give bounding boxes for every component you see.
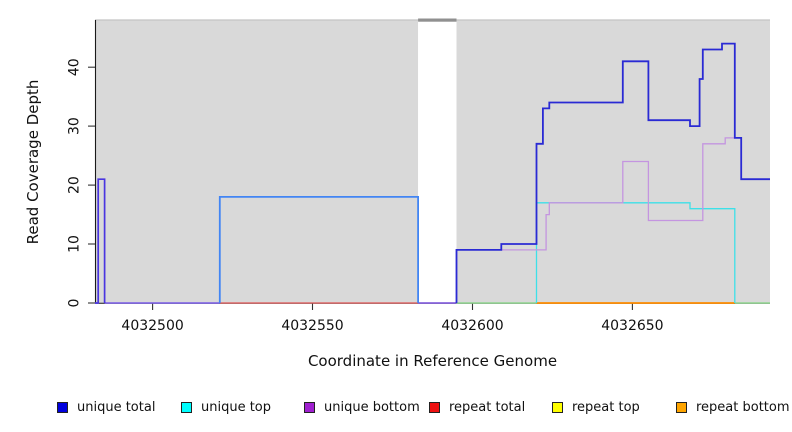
legend-item-repeat-bottom: repeat bottom [676, 398, 790, 416]
x-tick-label: 4032500 [121, 318, 183, 334]
x-axis-title: Coordinate in Reference Genome [307, 352, 558, 370]
legend-label: repeat bottom [696, 399, 790, 415]
plot-background-right [456, 20, 770, 303]
x-tick-label: 4032550 [281, 318, 343, 334]
unique-total-plateau [218, 196, 419, 303]
unique-total-spike [95, 178, 106, 304]
legend-item-unique-bottom: unique bottom [304, 398, 420, 416]
y-tick-label: 20 [66, 176, 82, 194]
legend-swatch-repeat-total [429, 401, 440, 413]
unique-total-right [455, 42, 770, 303]
legend-label: repeat top [572, 399, 640, 415]
y-tick-label: 30 [67, 117, 83, 135]
legend-item-unique-top: unique top [181, 398, 271, 416]
unique-bottom-line [455, 137, 770, 303]
gap-top-cap [418, 18, 457, 22]
y-tick-label: 0 [67, 299, 83, 308]
legend-swatch-unique-total [57, 401, 68, 413]
legend-item-repeat-top: repeat top [552, 398, 640, 416]
legend-label: unique total [77, 399, 156, 415]
x-tick-label: 4032600 [441, 318, 503, 334]
legend-swatch-unique-top [181, 401, 192, 413]
y-axis-ticks: 0 10 20 30 40 [66, 58, 95, 307]
plot-background-left [95, 20, 419, 303]
legend-label: unique top [201, 399, 272, 415]
legend-label: repeat total [449, 399, 526, 415]
x-tick-label: 4032650 [601, 318, 663, 334]
y-tick-label: 40 [66, 58, 82, 76]
legend-label: unique bottom [324, 399, 420, 415]
y-axis-title: Read Coverage Depth [24, 79, 42, 245]
legend-item-unique-total: unique total [57, 398, 155, 416]
coverage-gap-band [418, 20, 457, 303]
series-layer [95, 42, 770, 304]
legend-swatch-repeat-bottom [676, 401, 687, 413]
y-tick-label: 10 [67, 235, 83, 253]
legend-item-repeat-total: repeat total [429, 398, 525, 416]
x-axis-ticks: 4032500 4032550 4032600 4032650 [121, 303, 664, 334]
legend-swatch-unique-bottom [304, 401, 315, 413]
legend-swatch-repeat-top [552, 401, 563, 413]
legend: unique total unique top unique bottom re… [0, 398, 792, 418]
